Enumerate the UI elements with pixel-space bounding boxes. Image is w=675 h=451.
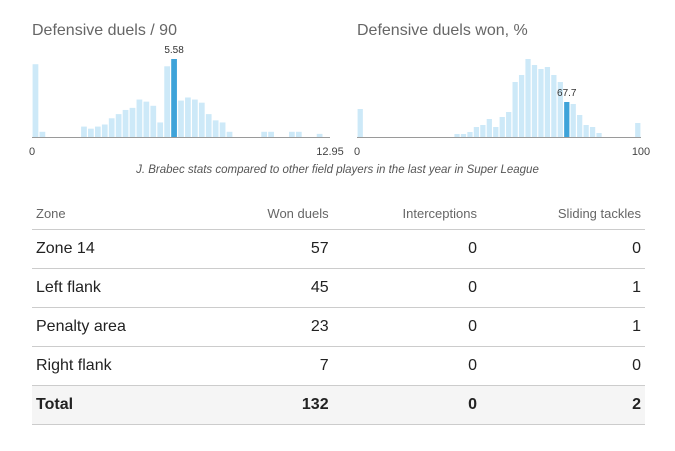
table-total-row: Total 132 0 2 <box>32 385 645 425</box>
histogram-bar <box>101 124 108 137</box>
histogram-bar <box>506 112 512 137</box>
histogram-bar <box>544 67 551 137</box>
x-tick-min: 0 <box>354 146 360 158</box>
cell-zone: Penalty area <box>32 307 209 347</box>
cell-sliding-tackles: 0 <box>480 229 645 269</box>
histogram-bar <box>499 117 505 137</box>
cell-total-won-duels: 132 <box>208 385 333 425</box>
cell-zone: Left flank <box>32 268 209 308</box>
histogram-bar <box>480 125 486 137</box>
histogram-bar <box>115 114 122 137</box>
histogram-bar <box>512 82 518 137</box>
cell-sliding-tackles: 1 <box>480 268 645 308</box>
histogram-bar <box>185 97 191 137</box>
cell-total-label: Total <box>32 385 209 425</box>
histogram-bar <box>108 118 115 137</box>
header-interceptions: Interceptions <box>332 197 481 230</box>
histogram-bar <box>192 99 198 137</box>
cell-interceptions: 0 <box>332 268 481 308</box>
player-value-label: 67.7 <box>557 88 577 99</box>
chart-title-defensive-duels-won: Defensive duels won, % <box>357 22 528 39</box>
x-tick-max: 100 <box>632 146 650 158</box>
histogram-bar <box>454 134 460 137</box>
table-row: Left flank 45 0 1 <box>32 268 645 308</box>
histogram-bar <box>212 120 219 137</box>
histogram-bar <box>583 125 589 137</box>
histogram-bar <box>261 131 268 137</box>
histogram-bar <box>295 131 302 137</box>
histogram-bar <box>122 109 129 137</box>
histogram-bar <box>473 127 480 137</box>
histogram-bar <box>570 104 576 137</box>
histogram-bar <box>518 75 525 137</box>
header-won-duels: Won duels <box>208 197 333 230</box>
histogram-bar <box>538 69 544 137</box>
histogram-bar <box>129 107 136 137</box>
cell-won-duels: 57 <box>208 229 333 269</box>
histogram-bar <box>39 131 46 137</box>
cell-won-duels: 7 <box>208 346 333 386</box>
histogram-bar <box>577 115 583 137</box>
histogram-bar <box>226 131 233 137</box>
histogram-bar <box>551 75 557 137</box>
cell-total-sliding-tackles: 2 <box>480 385 645 425</box>
histogram-bar <box>143 101 150 137</box>
histogram-bar <box>467 132 473 137</box>
histogram-bar <box>635 123 641 137</box>
histogram-bar <box>486 119 492 137</box>
histogram-bar <box>150 105 157 137</box>
histogram-bar <box>32 64 39 137</box>
highlight-bar <box>171 59 177 137</box>
histogram-bar <box>589 127 596 137</box>
histogram-bar <box>531 65 538 137</box>
histogram-bar <box>460 134 467 137</box>
histogram-bar <box>289 131 295 137</box>
histogram-bar <box>596 133 602 137</box>
histogram-bar <box>136 99 143 137</box>
cell-interceptions: 0 <box>332 229 481 269</box>
cell-won-duels: 45 <box>208 268 333 308</box>
histogram-bar <box>164 66 170 137</box>
header-sliding-tackles: Sliding tackles <box>480 197 645 230</box>
histograms-svg: 5.58 0 12.95 67.7 0 100 <box>29 45 650 158</box>
histogram-bar <box>268 131 274 137</box>
cell-sliding-tackles: 1 <box>480 307 645 347</box>
histogram-bar <box>357 109 363 137</box>
chart-caption: J. Brabec stats compared to other field … <box>136 164 539 176</box>
cell-won-duels: 23 <box>208 307 333 347</box>
x-tick-max: 12.95 <box>316 146 344 158</box>
header-zone: Zone <box>32 197 209 230</box>
histogram-bar <box>198 102 205 137</box>
histogram-bar <box>316 133 323 137</box>
histogram-bar <box>205 114 212 137</box>
cell-zone: Zone 14 <box>32 229 209 269</box>
cell-total-interceptions: 0 <box>332 385 481 425</box>
histogram-bar <box>178 100 184 137</box>
histogram-bar <box>493 127 499 137</box>
cell-zone: Right flank <box>32 346 209 386</box>
cell-interceptions: 0 <box>332 346 481 386</box>
highlight-bar <box>564 102 570 137</box>
table-header-row: Zone Won duels Interceptions Sliding tac… <box>32 197 645 230</box>
table-row: Right flank 7 0 0 <box>32 346 645 386</box>
zone-stats-table: Zone Won duels Interceptions Sliding tac… <box>32 197 645 425</box>
histogram-bar <box>219 122 226 137</box>
x-tick-min: 0 <box>29 146 35 158</box>
histogram-bar <box>94 126 101 137</box>
histogram-bar <box>157 122 164 137</box>
table-row: Zone 14 57 0 0 <box>32 229 645 269</box>
histogram-bar <box>557 82 563 137</box>
cell-interceptions: 0 <box>332 307 481 347</box>
histogram-bar <box>88 128 94 137</box>
histogram-bar <box>525 59 531 137</box>
histogram-defensive-duels: 5.58 0 12.95 <box>29 45 344 158</box>
player-value-label: 5.58 <box>164 45 184 56</box>
chart-title-defensive-duels: Defensive duels / 90 <box>32 22 177 39</box>
cell-sliding-tackles: 0 <box>480 346 645 386</box>
table-row: Penalty area 23 0 1 <box>32 307 645 347</box>
histogram-defensive-duels-won: 67.7 0 100 <box>354 59 650 158</box>
histogram-bar <box>81 126 87 137</box>
